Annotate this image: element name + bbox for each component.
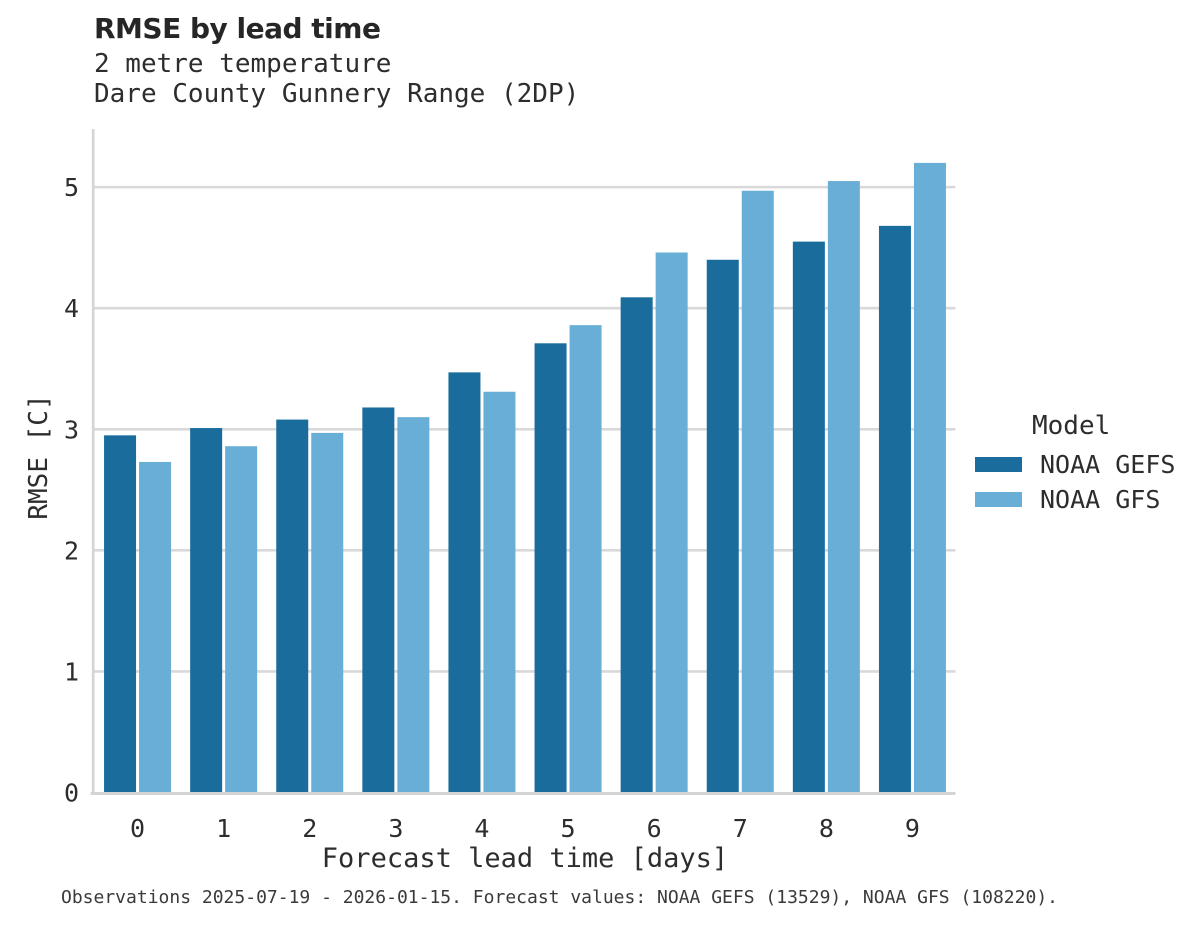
bar-noaa-gfs-lead-0 bbox=[139, 461, 172, 793]
x-tick-label-3: 3 bbox=[388, 814, 403, 843]
y-tick-label-3: 3 bbox=[64, 415, 79, 444]
chart-subtitle: 2 metre temperature Dare County Gunnery R… bbox=[94, 49, 580, 109]
chart-title: RMSE by lead time bbox=[94, 12, 381, 45]
bar-noaa-gfs-lead-3 bbox=[397, 417, 430, 793]
y-tick-label-1: 1 bbox=[64, 657, 79, 686]
x-axis-label: Forecast lead time [days] bbox=[321, 843, 729, 874]
subtitle-line-2: Dare County Gunnery Range (2DP) bbox=[94, 78, 580, 109]
legend: Model NOAA GEFS NOAA GFS bbox=[975, 411, 1176, 514]
bar-noaa-gefs-lead-0 bbox=[104, 435, 137, 793]
caption-text: Observations 2025-07-19 - 2026-01-15. Fo… bbox=[61, 887, 1058, 908]
x-tick-label-1: 1 bbox=[216, 814, 231, 843]
y-tick-label-5: 5 bbox=[64, 173, 79, 202]
x-tick-label-6: 6 bbox=[647, 814, 662, 843]
x-tick-label-0: 0 bbox=[130, 814, 145, 843]
bar-noaa-gfs-lead-1 bbox=[225, 446, 258, 793]
bar-noaa-gefs-lead-7 bbox=[706, 259, 739, 793]
x-tick-label-4: 4 bbox=[474, 814, 489, 843]
bar-noaa-gefs-lead-5 bbox=[534, 343, 567, 793]
bar-noaa-gfs-lead-8 bbox=[827, 181, 860, 793]
legend-title: Model bbox=[1032, 411, 1111, 441]
legend-swatch-noaa-gefs bbox=[975, 456, 1022, 472]
x-tick-label-9: 9 bbox=[905, 814, 920, 843]
bar-noaa-gfs-lead-9 bbox=[913, 162, 946, 793]
x-tick-label-7: 7 bbox=[733, 814, 748, 843]
legend-label-noaa-gfs: NOAA GFS bbox=[1040, 484, 1161, 514]
x-tick-label-2: 2 bbox=[302, 814, 317, 843]
legend-label-noaa-gefs: NOAA GEFS bbox=[1040, 449, 1176, 479]
legend-entry-noaa-gfs: NOAA GFS bbox=[975, 484, 1175, 514]
legend-entry-noaa-gefs: NOAA GEFS bbox=[975, 449, 1176, 479]
bar-noaa-gfs-lead-6 bbox=[655, 252, 688, 793]
y-tick-label-2: 2 bbox=[64, 536, 79, 565]
bar-noaa-gefs-lead-6 bbox=[620, 297, 653, 793]
bar-noaa-gefs-lead-9 bbox=[878, 225, 911, 793]
legend-swatch-noaa-gfs bbox=[975, 491, 1022, 507]
subtitle-line-1: 2 metre temperature bbox=[94, 49, 392, 79]
bar-noaa-gfs-lead-4 bbox=[483, 391, 516, 793]
bar-noaa-gefs-lead-8 bbox=[792, 241, 825, 793]
bar-noaa-gefs-lead-2 bbox=[276, 419, 309, 793]
x-tick-label-5: 5 bbox=[561, 814, 576, 843]
bar-noaa-gefs-lead-3 bbox=[362, 407, 395, 793]
y-tick-label-0: 0 bbox=[64, 779, 79, 808]
y-tick-label-4: 4 bbox=[64, 294, 79, 323]
bar-noaa-gfs-lead-5 bbox=[569, 325, 602, 793]
bar-noaa-gfs-lead-7 bbox=[741, 190, 774, 793]
bar-noaa-gefs-lead-1 bbox=[190, 428, 223, 793]
bar-noaa-gefs-lead-4 bbox=[448, 372, 481, 793]
bar-noaa-gfs-lead-2 bbox=[311, 432, 344, 793]
x-tick-label-8: 8 bbox=[819, 814, 834, 843]
